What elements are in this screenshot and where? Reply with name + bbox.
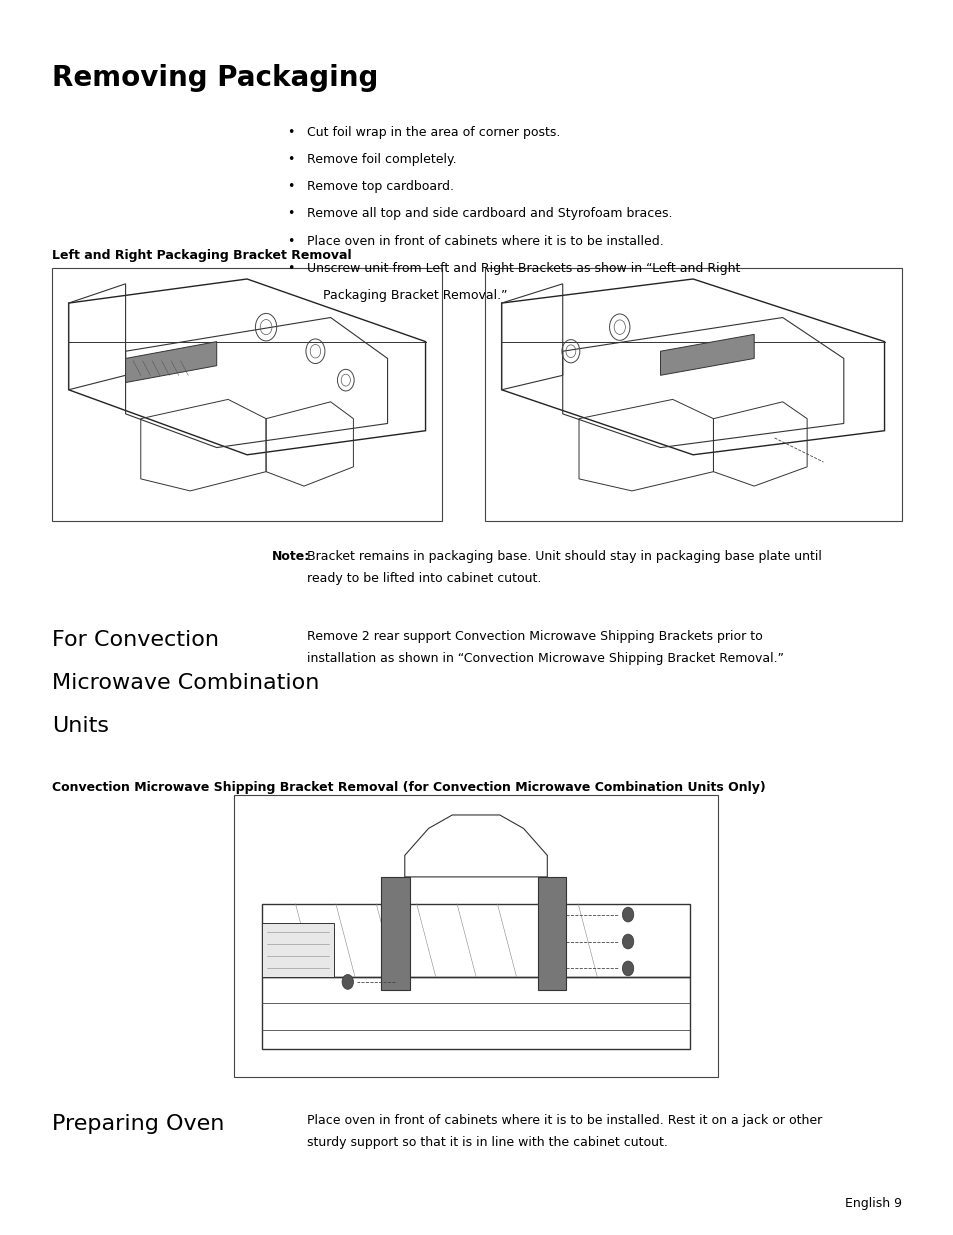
Text: Removing Packaging: Removing Packaging xyxy=(52,64,378,93)
Text: Place oven in front of cabinets where it is to be installed. Rest it on a jack o: Place oven in front of cabinets where it… xyxy=(307,1114,821,1128)
Text: Remove 2 rear support Convection Microwave Shipping Brackets prior to: Remove 2 rear support Convection Microwa… xyxy=(307,630,762,643)
Text: Preparing Oven: Preparing Oven xyxy=(52,1114,225,1134)
Text: Packaging Bracket Removal.”: Packaging Bracket Removal.” xyxy=(307,289,507,303)
Text: •: • xyxy=(287,153,294,167)
Text: ready to be lifted into cabinet cutout.: ready to be lifted into cabinet cutout. xyxy=(307,572,541,585)
Text: •: • xyxy=(287,207,294,221)
Text: Remove top cardboard.: Remove top cardboard. xyxy=(307,180,454,194)
Text: •: • xyxy=(287,262,294,275)
Text: installation as shown in “Convection Microwave Shipping Bracket Removal.”: installation as shown in “Convection Mic… xyxy=(307,652,783,666)
Polygon shape xyxy=(659,335,754,375)
Text: •: • xyxy=(287,126,294,140)
Text: Remove all top and side cardboard and Styrofoam braces.: Remove all top and side cardboard and St… xyxy=(307,207,672,221)
Text: For Convection: For Convection xyxy=(52,630,219,650)
Text: Bracket remains in packaging base. Unit should stay in packaging base plate unti: Bracket remains in packaging base. Unit … xyxy=(307,550,821,563)
Text: •: • xyxy=(287,235,294,248)
Text: Place oven in front of cabinets where it is to be installed.: Place oven in front of cabinets where it… xyxy=(307,235,663,248)
Text: Remove foil completely.: Remove foil completely. xyxy=(307,153,456,167)
Bar xyxy=(484,268,901,521)
Text: sturdy support so that it is in line with the cabinet cutout.: sturdy support so that it is in line wit… xyxy=(307,1136,667,1150)
Text: Note:: Note: xyxy=(272,550,310,563)
Polygon shape xyxy=(262,923,334,977)
Polygon shape xyxy=(537,877,566,990)
Text: Cut foil wrap in the area of corner posts.: Cut foil wrap in the area of corner post… xyxy=(307,126,560,140)
Text: English 9: English 9 xyxy=(843,1197,901,1210)
Circle shape xyxy=(621,908,633,923)
Text: •: • xyxy=(287,180,294,194)
Bar xyxy=(52,268,441,521)
Text: Left and Right Packaging Bracket Removal: Left and Right Packaging Bracket Removal xyxy=(52,249,352,263)
Text: Unscrew unit from Left and Right Brackets as show in “Left and Right: Unscrew unit from Left and Right Bracket… xyxy=(307,262,740,275)
Polygon shape xyxy=(380,877,409,990)
Circle shape xyxy=(621,934,633,948)
Text: Units: Units xyxy=(52,716,110,736)
Text: Convection Microwave Shipping Bracket Removal (for Convection Microwave Combinat: Convection Microwave Shipping Bracket Re… xyxy=(52,781,765,794)
Polygon shape xyxy=(126,342,216,383)
Circle shape xyxy=(342,974,354,989)
Bar xyxy=(233,795,718,1077)
Text: Microwave Combination: Microwave Combination xyxy=(52,673,319,693)
Circle shape xyxy=(621,961,633,976)
